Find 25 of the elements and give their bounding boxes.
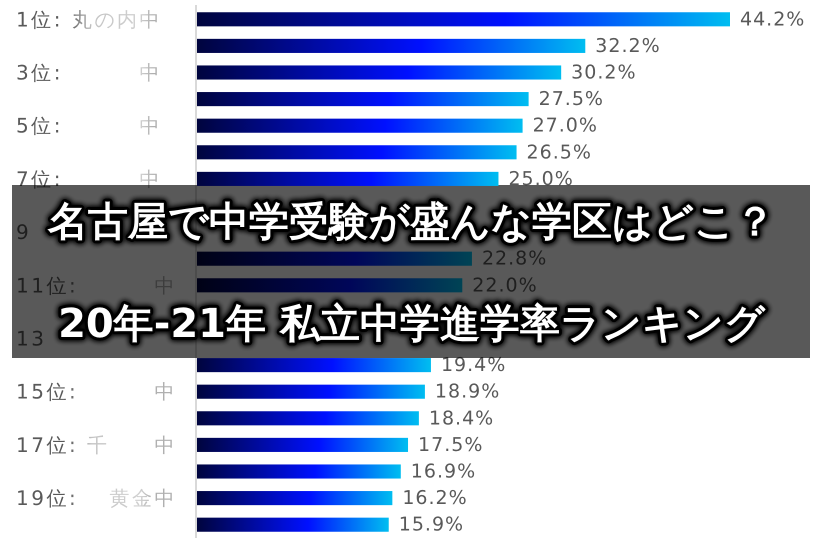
data-label: 27.0% xyxy=(532,114,598,137)
y-tick-label: 15位: 中 xyxy=(16,380,178,404)
data-label: 16.2% xyxy=(402,487,468,510)
data-label: 15.9% xyxy=(398,514,464,536)
data-label: 22.0% xyxy=(472,274,538,296)
y-tick-label: 5位: 中 xyxy=(16,114,162,138)
data-label: 17.5% xyxy=(418,434,484,456)
data-label: 44.2% xyxy=(740,8,806,30)
data-label: 27.5% xyxy=(538,88,604,110)
data-label: 19.4% xyxy=(440,354,506,376)
data-label: 26.5% xyxy=(526,141,592,164)
data-label: 22.8% xyxy=(482,248,548,270)
data-label: 18.4% xyxy=(428,407,494,430)
y-tick-label: 17位: 千 中 xyxy=(16,432,178,457)
y-tick-label: 13 xyxy=(16,326,46,350)
data-label: 25.0% xyxy=(508,168,574,190)
y-tick-label: 3位: 中 xyxy=(16,60,162,84)
text: 名古屋で中学受験が盛んな学区はどこ？ xyxy=(47,199,775,245)
data-label: 18.9% xyxy=(434,380,500,403)
y-tick-label: 7位: 中 xyxy=(16,166,162,191)
y-tick-label: 9 xyxy=(16,220,32,244)
data-label: 30.2% xyxy=(571,62,637,84)
data-label: 32.2% xyxy=(595,34,661,57)
text: 20年-21年 私立中学進学率ランキング xyxy=(58,301,766,347)
data-label: 16.9% xyxy=(410,460,476,482)
